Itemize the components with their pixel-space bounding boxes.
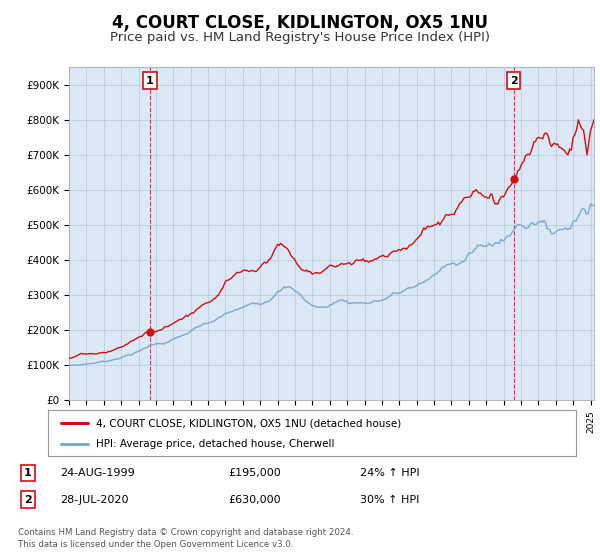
Text: £630,000: £630,000	[228, 494, 281, 505]
Text: 4, COURT CLOSE, KIDLINGTON, OX5 1NU (detached house): 4, COURT CLOSE, KIDLINGTON, OX5 1NU (det…	[95, 418, 401, 428]
Text: 28-JUL-2020: 28-JUL-2020	[60, 494, 128, 505]
Text: HPI: Average price, detached house, Cherwell: HPI: Average price, detached house, Cher…	[95, 440, 334, 450]
Text: 30% ↑ HPI: 30% ↑ HPI	[360, 494, 419, 505]
Text: Price paid vs. HM Land Registry's House Price Index (HPI): Price paid vs. HM Land Registry's House …	[110, 31, 490, 44]
Text: 24-AUG-1999: 24-AUG-1999	[60, 468, 135, 478]
Text: 2: 2	[509, 76, 517, 86]
Text: 2: 2	[24, 494, 31, 505]
Text: 1: 1	[146, 76, 154, 86]
Text: £195,000: £195,000	[228, 468, 281, 478]
Text: 24% ↑ HPI: 24% ↑ HPI	[360, 468, 419, 478]
Text: Contains HM Land Registry data © Crown copyright and database right 2024.
This d: Contains HM Land Registry data © Crown c…	[18, 528, 353, 549]
Text: 1: 1	[24, 468, 31, 478]
Text: 4, COURT CLOSE, KIDLINGTON, OX5 1NU: 4, COURT CLOSE, KIDLINGTON, OX5 1NU	[112, 14, 488, 32]
